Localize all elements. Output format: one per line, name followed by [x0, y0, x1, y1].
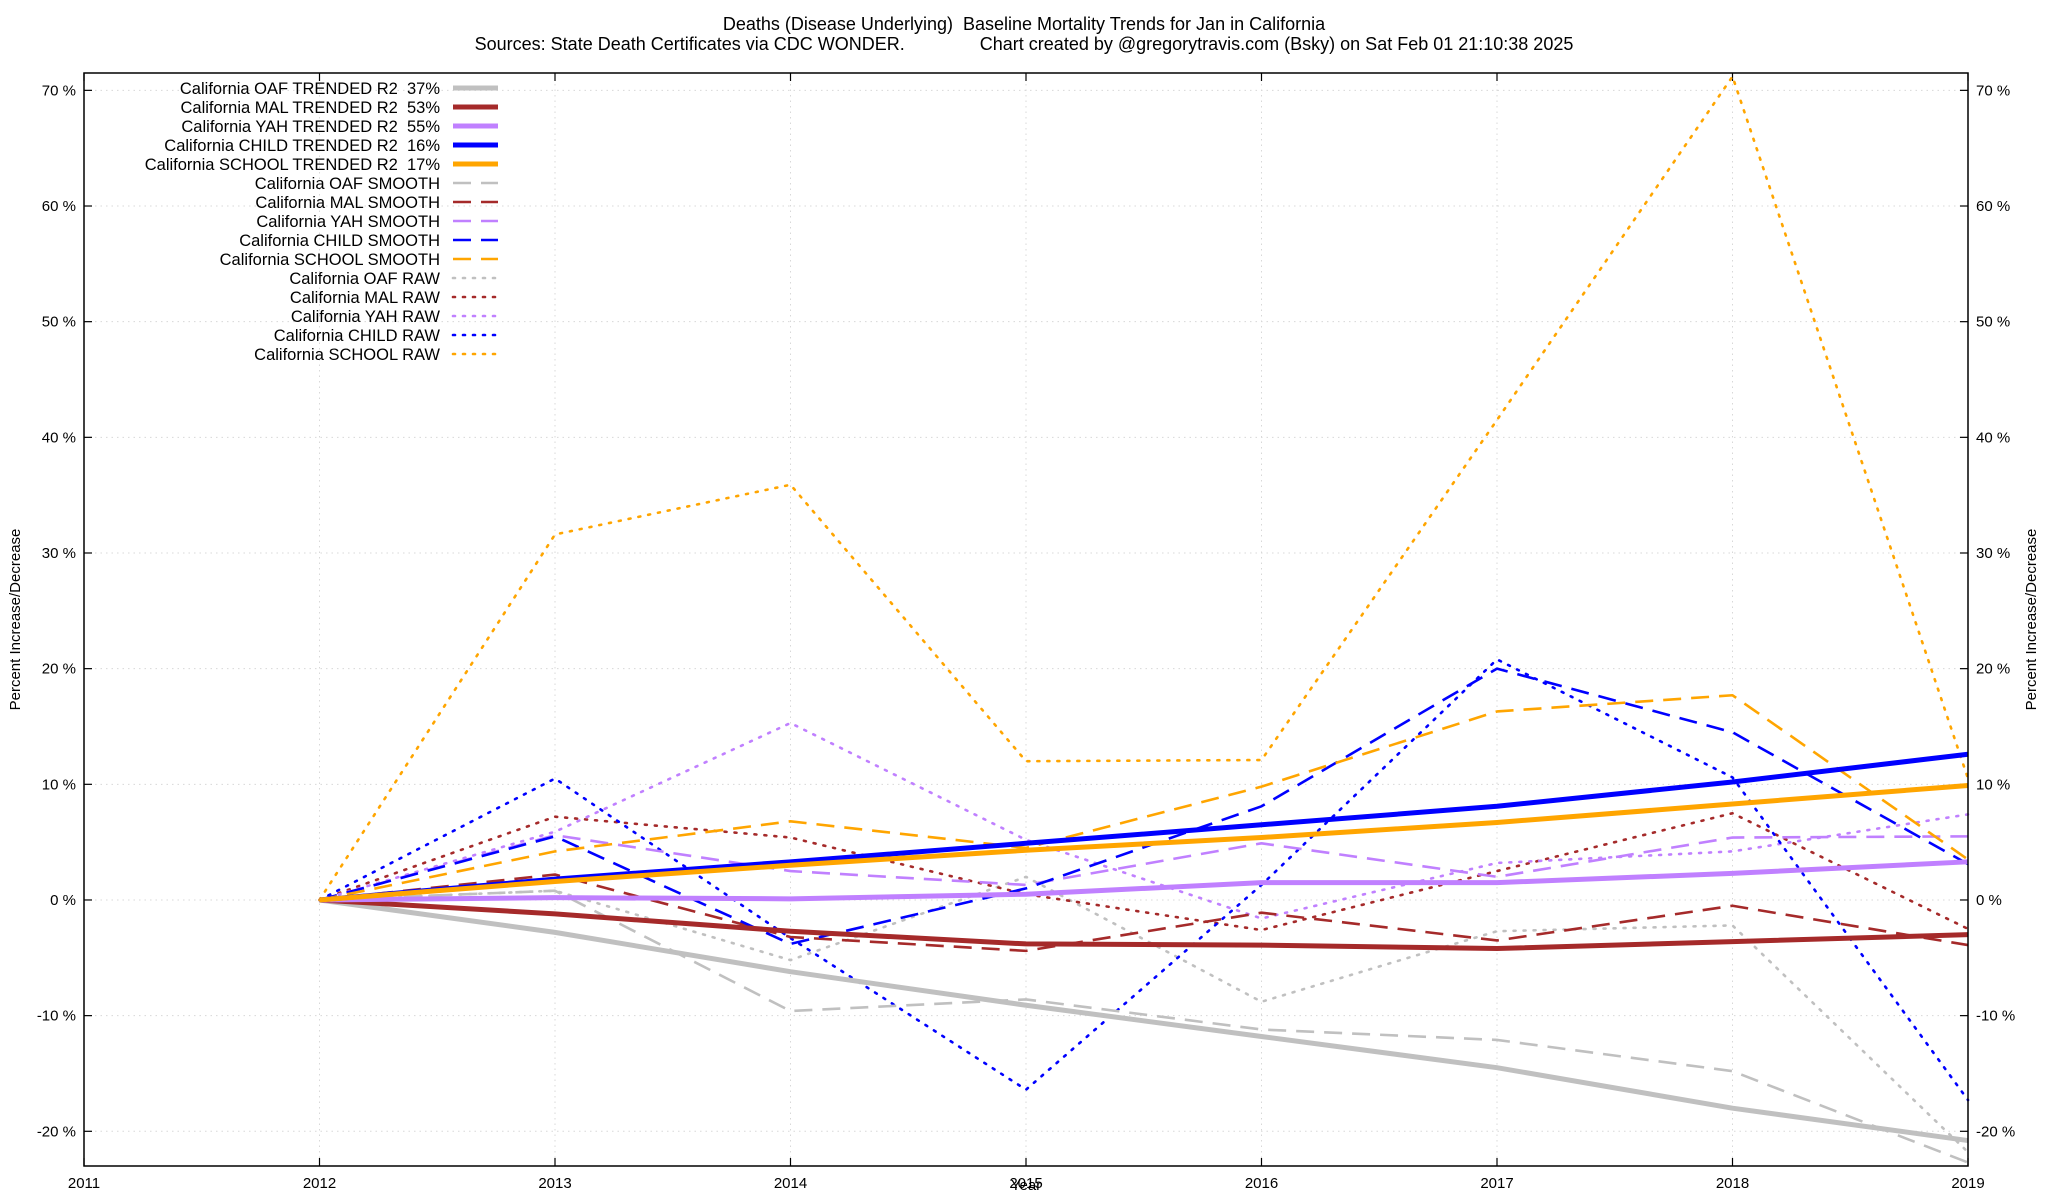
legend-label: California OAF TRENDED R2 37%: [180, 80, 440, 98]
x-tick-label: 2011: [68, 1175, 100, 1192]
x-tick-label: 2012: [303, 1175, 336, 1192]
x-tick-label: 2013: [538, 1175, 571, 1192]
y2-tick-label: 0 %: [1976, 892, 2002, 909]
y-tick-label: 70 %: [42, 82, 76, 99]
y-tick-label: 10 %: [42, 776, 76, 793]
y-tick-label: 50 %: [42, 314, 76, 331]
y2-tick-label: 70 %: [1976, 82, 2010, 99]
y-tick-label: 20 %: [42, 661, 76, 678]
x-tick-label: 2014: [774, 1175, 807, 1192]
y2-tick-label: 60 %: [1976, 198, 2010, 215]
series-line-14: [318, 658, 1970, 1102]
chart-subtitle: Sources: State Death Certificates via CD…: [474, 34, 1574, 54]
legend: California OAF TRENDED R2 37%California …: [145, 80, 500, 364]
x-tick-label: 2019: [1951, 1175, 1984, 1192]
series-line-2: [319, 897, 1969, 952]
x-tick-label: 2018: [1716, 1175, 1749, 1192]
y-tick-label: -20 %: [37, 1123, 76, 1140]
legend-label: California MAL SMOOTH: [255, 194, 440, 212]
x-axis-label: Year: [1011, 1177, 1041, 1194]
y2-tick-label: -10 %: [1976, 1008, 2015, 1025]
y2-tick-label: -20 %: [1976, 1123, 2015, 1140]
plot-frame: [83, 72, 1969, 1167]
y-tick-label: -10 %: [37, 1008, 76, 1025]
y2-tick-label: 40 %: [1976, 429, 2010, 446]
axes: -20 % -20 % -10 % -10 % 0 % 0 % 10 % 10 % 20 % 20…: [7, 73, 2040, 1194]
series-line-5: [319, 782, 1969, 903]
y2-tick-label: 20 %: [1976, 661, 2010, 678]
chart-title: Deaths (Disease Underlying) Baseline Mor…: [722, 14, 1326, 34]
y2-axis-label: Percent Increase/Decrease: [2023, 529, 2040, 711]
legend-label: California MAL TRENDED R2 53%: [180, 99, 440, 117]
legend-label: California OAF SMOOTH: [255, 175, 440, 193]
legend-label: California CHILD RAW: [274, 327, 441, 345]
y-axis-label: Percent Increase/Decrease: [7, 529, 24, 711]
series-line-6: [319, 889, 1969, 1164]
legend-label: California CHILD SMOOTH: [239, 232, 440, 250]
series-line-11: [318, 875, 1970, 1154]
series-line-4: [319, 751, 1969, 903]
legend-label: California SCHOOL TRENDED R2 17%: [145, 156, 441, 174]
series-lines: [318, 75, 1970, 1164]
series-line-3: [319, 859, 1969, 903]
series-line-10: [319, 693, 1969, 902]
y2-tick-label: 30 %: [1976, 545, 2010, 562]
y-tick-label: 0 %: [50, 892, 76, 909]
legend-label: California CHILD TRENDED R2 16%: [164, 137, 440, 155]
x-tick-label: 2016: [1245, 1175, 1278, 1192]
legend-label: California YAH TRENDED R2 55%: [181, 118, 440, 136]
y2-tick-label: 50 %: [1976, 314, 2010, 331]
y-tick-label: 60 %: [42, 198, 76, 215]
series-line-9: [319, 667, 1969, 946]
series-line-12: [318, 811, 1970, 932]
legend-label: California YAH RAW: [291, 308, 441, 326]
series-line-15: [318, 75, 1970, 902]
y-tick-label: 40 %: [42, 429, 76, 446]
x-tick-label: 2015: [1009, 1175, 1042, 1192]
y-tick-label: 30 %: [42, 545, 76, 562]
legend-label: California OAF RAW: [289, 270, 440, 288]
series-line-1: [319, 897, 1969, 1144]
series-line-13: [318, 721, 1970, 920]
legend-label: California MAL RAW: [290, 289, 440, 307]
legend-label: California YAH SMOOTH: [256, 213, 440, 231]
x-tick-label: 2017: [1480, 1175, 1513, 1192]
legend-label: California SCHOOL RAW: [254, 346, 440, 364]
series-line-8: [319, 833, 1969, 902]
y2-tick-label: 10 %: [1976, 776, 2010, 793]
legend-label: California SCHOOL SMOOTH: [220, 251, 440, 269]
